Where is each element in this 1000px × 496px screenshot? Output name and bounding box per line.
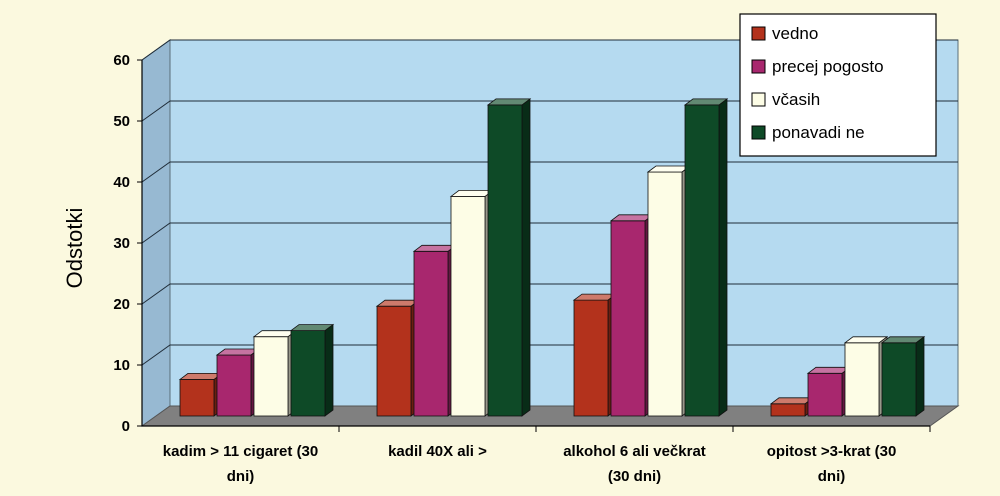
x-tick-label: alkohol 6 ali večkrat [563, 443, 706, 460]
bar-front [610, 220, 646, 417]
bar-side [324, 323, 334, 417]
x-tick-label: kadim > 11 cigaret (30 [163, 443, 319, 460]
bar-front [413, 250, 449, 417]
bar-front [450, 195, 486, 417]
x-axis: kadim > 11 cigaret (30 dni) kadil 40X ali … [163, 426, 931, 485]
bar-top [880, 336, 926, 344]
bar-vedno [178, 372, 224, 417]
y-tick-label: 40 [113, 174, 130, 191]
bar-vedno [769, 396, 815, 417]
bar-top [289, 324, 335, 332]
y-tick-label: 50 [113, 113, 130, 130]
bar-side [915, 335, 925, 417]
x-tick-label: (30 dni) [608, 468, 661, 485]
bar-front [770, 403, 806, 417]
bar-top [609, 214, 655, 222]
bar-side [718, 98, 728, 417]
bar-precej-pogosto [215, 348, 261, 417]
legend-label: včasih [772, 90, 820, 109]
bar-front [844, 342, 880, 417]
gridline [141, 39, 958, 61]
bar-top [412, 244, 458, 252]
bar-front [881, 342, 917, 417]
legend-swatch [751, 125, 766, 140]
x-tick-label: dni) [818, 468, 846, 485]
bar-vedno [375, 299, 421, 417]
bar-včasih [252, 329, 298, 417]
bar-front [807, 372, 843, 417]
legend-swatch [751, 26, 766, 41]
bar-front [487, 104, 523, 417]
bar-top [572, 293, 618, 301]
bar-ponavadi-ne [289, 323, 335, 417]
legend-label: vedno [772, 24, 818, 43]
bar-top [486, 98, 532, 106]
legend-label: precej pogosto [772, 57, 884, 76]
bar-ponavadi-ne [486, 98, 532, 417]
bar-front [179, 378, 215, 417]
bar-front [253, 336, 289, 417]
bar-front [376, 305, 412, 417]
legend-swatch [751, 92, 766, 107]
bar-top [843, 336, 889, 344]
x-tick-label: kadil 40X ali > [388, 443, 487, 460]
bar-precej-pogosto [609, 214, 655, 417]
bar-precej-pogosto [806, 366, 852, 417]
y-tick-label: 20 [113, 296, 130, 313]
bar-front [216, 354, 252, 417]
bar-včasih [449, 189, 495, 417]
y-tick-label: 0 [122, 418, 130, 435]
bar-včasih [646, 165, 692, 417]
y-tick-label: 10 [113, 357, 130, 374]
y-tick-label: 60 [113, 52, 130, 69]
y-axis-label: Odstotki [62, 208, 87, 289]
bar-top [769, 397, 815, 405]
legend-label: ponavadi ne [772, 123, 865, 142]
bar-ponavadi-ne [880, 335, 926, 417]
legend: vedno precej pogosto včasih ponavadi ne [739, 13, 937, 157]
bars [178, 98, 926, 417]
bar-side [521, 98, 531, 417]
bar-front [290, 330, 326, 417]
bar-top [375, 299, 421, 307]
legend-swatch [751, 59, 766, 74]
x-tick-label: dni) [227, 468, 255, 485]
bar-top [178, 372, 224, 380]
bar-ponavadi-ne [683, 98, 729, 417]
bar-precej-pogosto [412, 244, 458, 417]
bar-top [252, 330, 298, 338]
bar-top [683, 98, 729, 106]
bar-včasih [843, 335, 889, 417]
bar-top [449, 189, 495, 197]
bar-front [684, 104, 720, 417]
y-tick-label: 30 [113, 235, 130, 252]
bar-front [573, 299, 609, 417]
bar-front [647, 171, 683, 417]
bar-top [806, 366, 852, 374]
legend-box [739, 13, 937, 157]
bar-vedno [572, 293, 618, 417]
bar-top [646, 165, 692, 173]
x-tick-label: opitost >3-krat (30 [767, 443, 897, 460]
bar-top [215, 348, 261, 356]
